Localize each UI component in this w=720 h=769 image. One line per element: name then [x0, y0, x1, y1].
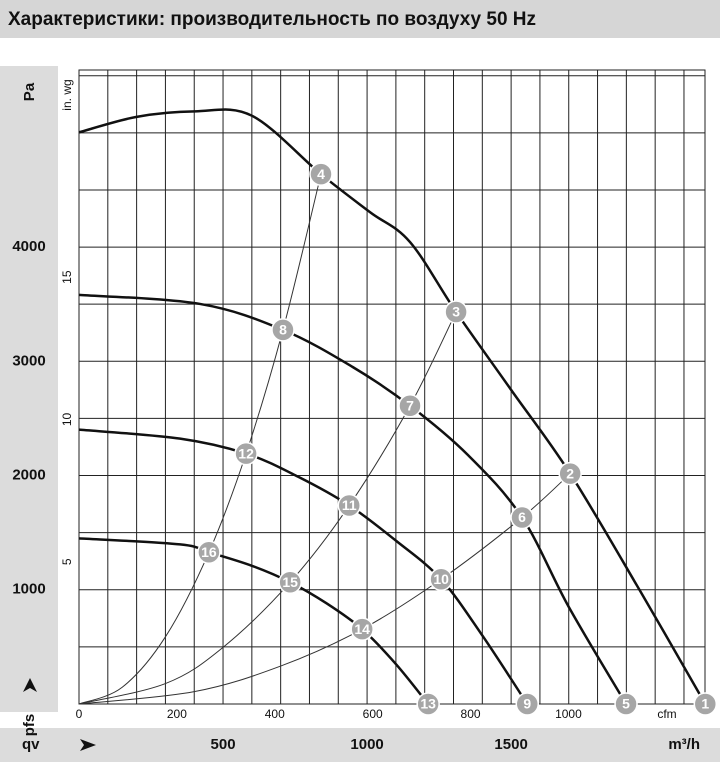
operating-point [444, 300, 468, 324]
x2-tick-label: 0 [76, 707, 83, 721]
operating-point [510, 505, 534, 530]
operating-point [337, 493, 361, 518]
point-label: 6 [518, 509, 526, 525]
y-axis-label: Pa [21, 82, 38, 101]
x-axis-label: m³/h [668, 736, 700, 753]
left-band [0, 66, 58, 712]
x2-axis-label: cfm [657, 707, 676, 721]
curve [78, 473, 571, 705]
y2-tick-label: 10 [60, 412, 74, 426]
point-label: 7 [406, 397, 414, 413]
y2-tick-label: 15 [60, 270, 74, 284]
x2-tick-label: 800 [461, 707, 481, 721]
chart-title: Характеристики: производительность по во… [8, 9, 536, 30]
x2-tick-label: 200 [167, 707, 187, 721]
arrow-icon [23, 678, 37, 692]
curve [78, 311, 457, 705]
operating-point [234, 441, 258, 466]
point-label: 13 [420, 696, 436, 712]
operating-point [429, 567, 453, 592]
y-symbol: pfs [21, 714, 38, 737]
point-label: 4 [317, 166, 325, 182]
point-label: 10 [433, 571, 449, 587]
point-label: 16 [201, 544, 217, 560]
y-tick-label: 4000 [12, 238, 45, 255]
point-label: 14 [354, 621, 370, 637]
arrow-icon [80, 739, 96, 751]
y-tick-label: 3000 [12, 352, 45, 369]
curve [78, 174, 322, 705]
y-tick-label: 1000 [12, 581, 45, 598]
point-label: 1 [701, 696, 709, 712]
operating-point [398, 393, 422, 418]
x-tick-label: 500 [211, 736, 236, 753]
x-tick-label: 1500 [494, 736, 527, 753]
operating-point [197, 540, 221, 565]
bottom-band [0, 728, 720, 762]
point-label: 12 [238, 445, 254, 461]
point-label: 8 [279, 322, 287, 338]
operating-point [309, 162, 333, 186]
x-symbol: qv [22, 736, 40, 753]
operating-point [278, 570, 302, 594]
point-label: 11 [342, 497, 357, 513]
point-label: 5 [622, 696, 630, 712]
x2-tick-label: 400 [265, 707, 285, 721]
operating-point [271, 318, 295, 342]
point-label: 9 [523, 696, 531, 712]
x2-tick-label: 1000 [555, 707, 582, 721]
operating-point [614, 692, 638, 716]
x-tick-label: 1000 [350, 736, 383, 753]
x2-tick-label: 600 [363, 707, 383, 721]
point-label: 2 [566, 465, 574, 481]
operating-point [693, 692, 718, 716]
curve [78, 108, 707, 705]
title-band [0, 0, 720, 38]
operating-point [558, 461, 582, 486]
y2-tick-label: 5 [60, 558, 74, 565]
y-tick-label: 2000 [12, 467, 45, 484]
operating-point [515, 692, 540, 716]
operating-point [350, 617, 374, 641]
operating-point [416, 692, 440, 716]
point-label: 3 [452, 304, 460, 320]
plot-frame [78, 69, 706, 705]
y2-axis-label: in. wg [60, 79, 74, 110]
point-label: 15 [282, 574, 298, 590]
